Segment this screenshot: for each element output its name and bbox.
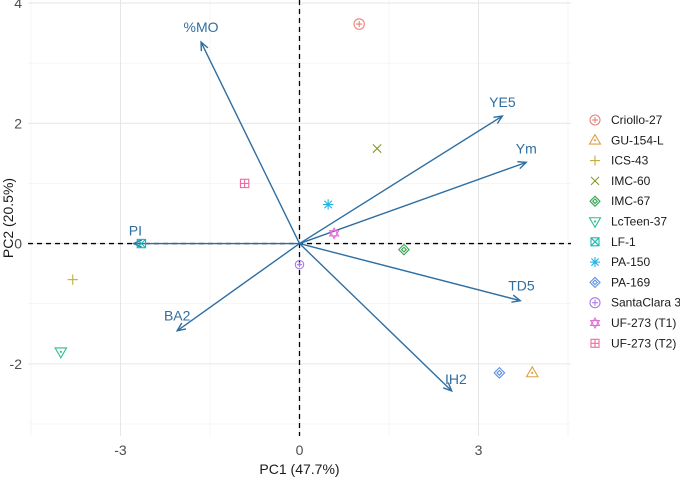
legend-label: IMC-60 [611, 174, 651, 188]
point-lf-1 [136, 238, 147, 249]
vector-arrowhead [200, 40, 209, 52]
vector-label: BA2 [164, 308, 191, 324]
vector-label: YE5 [489, 94, 516, 110]
legend-label: Criollo-27 [611, 113, 663, 127]
x-tick-label: -3 [114, 442, 127, 458]
legend-key [588, 133, 602, 145]
vector-TD5 [299, 242, 521, 302]
vector-label: IH2 [445, 371, 467, 387]
legend-label: IMC-67 [611, 194, 651, 208]
legend-label: UF-273 (T1) [611, 316, 676, 330]
vector-Ym [299, 161, 527, 245]
vector-%MO [200, 41, 301, 244]
legend-label: PA-150 [611, 255, 650, 269]
legend-key [589, 297, 601, 309]
legend-key [589, 195, 601, 207]
legend-label: PA-169 [611, 275, 650, 289]
y-axis-title: PC2 (20.5%) [0, 178, 16, 258]
legend-key [589, 316, 601, 330]
legend-key [590, 237, 600, 247]
legend-key [590, 257, 600, 268]
point-criollo-27 [353, 18, 365, 30]
vector-arrowhead [511, 294, 522, 303]
vector-label: TD5 [508, 278, 535, 294]
y-tick-label: 4 [14, 0, 22, 11]
vector-label: PI [129, 222, 142, 238]
x-tick-label: 0 [296, 442, 304, 458]
legend-label: LF-1 [611, 235, 636, 249]
loading-vectors: %MO YE5 Ym PI TD5 BA2 IH2 [129, 19, 537, 393]
legend-key [590, 155, 600, 166]
vector-IH2 [299, 243, 453, 392]
point-santaclara-3 [294, 259, 305, 270]
legend-key [589, 276, 601, 289]
legend-key [590, 176, 600, 186]
data-points [54, 18, 539, 379]
point-gu-154-l [525, 365, 539, 378]
point-uf-273-t1- [328, 227, 340, 240]
point-pa-150 [322, 199, 334, 210]
x-tick-label: 3 [475, 442, 483, 458]
point-lcteen-37 [54, 347, 68, 359]
legend-label: UF-273 (T2) [611, 336, 676, 350]
y-tick-label: -2 [10, 356, 23, 372]
x-axis-title: PC1 (47.7%) [259, 461, 339, 477]
legend-label: ICS-43 [611, 154, 649, 168]
y-tick-label: 2 [14, 115, 22, 131]
vector-label: %MO [184, 19, 219, 35]
axis-ticks: -3 0 3 -2 0 2 4 [10, 0, 483, 458]
y-tick-label: 0 [14, 236, 22, 252]
vector-arrowhead [442, 382, 453, 393]
vector-YE5 [299, 115, 503, 245]
point-pa-169 [493, 366, 506, 379]
legend-key [589, 114, 601, 126]
vector-label: Ym [516, 141, 537, 157]
vector-BA2 [176, 242, 300, 332]
legend-label: SantaClara 3 [611, 296, 680, 310]
legend-label: LcTeen-37 [611, 215, 667, 229]
legend-key [588, 217, 602, 229]
point-imc-60 [372, 143, 382, 154]
vector-arrowhead [493, 115, 504, 124]
vector-arrowhead [175, 322, 187, 332]
point-ics-43 [67, 274, 78, 285]
vector-arrowhead [517, 160, 528, 170]
legend: Criollo-27 GU-154-L ICS-43 IMC-60 IMC-67 LcTe… [588, 113, 680, 350]
legend-key [590, 338, 600, 348]
legend-label: GU-154-L [611, 133, 664, 147]
point-uf-273-t2- [239, 178, 250, 189]
point-imc-67 [397, 243, 410, 256]
